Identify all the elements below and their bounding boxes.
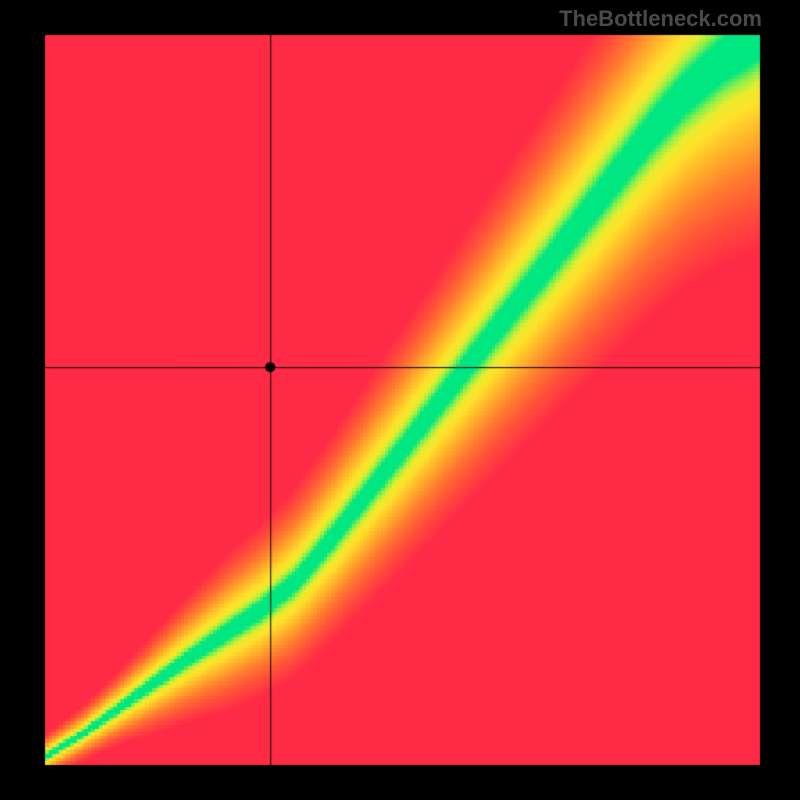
chart-container: TheBottleneck.com: [0, 0, 800, 800]
watermark-text: TheBottleneck.com: [559, 6, 762, 32]
heatmap-canvas: [0, 0, 800, 800]
